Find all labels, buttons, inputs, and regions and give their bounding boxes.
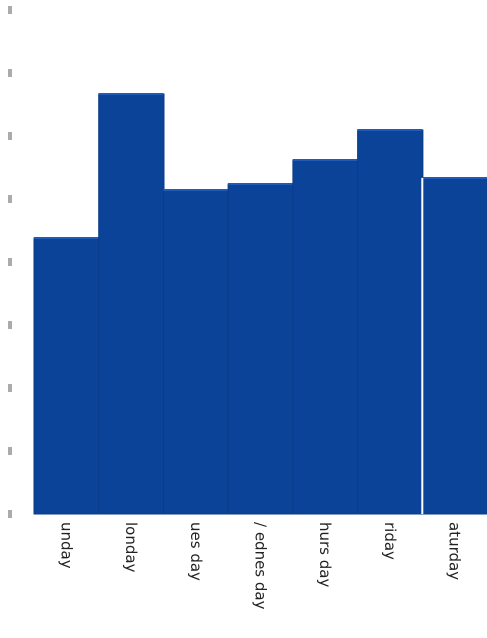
x-tick-label-3: ues day [187, 522, 205, 581]
y-tick-mark [8, 132, 12, 140]
y-tick-mark [8, 384, 12, 392]
bar-3 [162, 189, 230, 515]
x-tick-label-5: hurs day [316, 522, 334, 587]
y-tick-mark [8, 6, 12, 14]
x-tick-label-6: riday [381, 522, 399, 560]
x-tick-label-4: / ednes day [252, 522, 270, 610]
y-tick-mark [8, 510, 12, 518]
y-tick-mark [8, 258, 12, 266]
bar-6 [357, 129, 424, 515]
bar-1 [33, 237, 100, 515]
bar-5 [292, 159, 359, 515]
y-tick-mark [8, 321, 12, 329]
y-tick-mark [8, 69, 12, 77]
x-tick-label-1: unday [57, 522, 75, 569]
y-tick-mark [8, 195, 12, 203]
x-tick-label-2: londay [122, 522, 140, 573]
x-tick-label-7: aturday [446, 522, 464, 580]
bar-2 [98, 93, 165, 515]
y-tick-mark [8, 447, 12, 455]
bar-4 [227, 183, 294, 515]
bar-7 [421, 177, 487, 515]
